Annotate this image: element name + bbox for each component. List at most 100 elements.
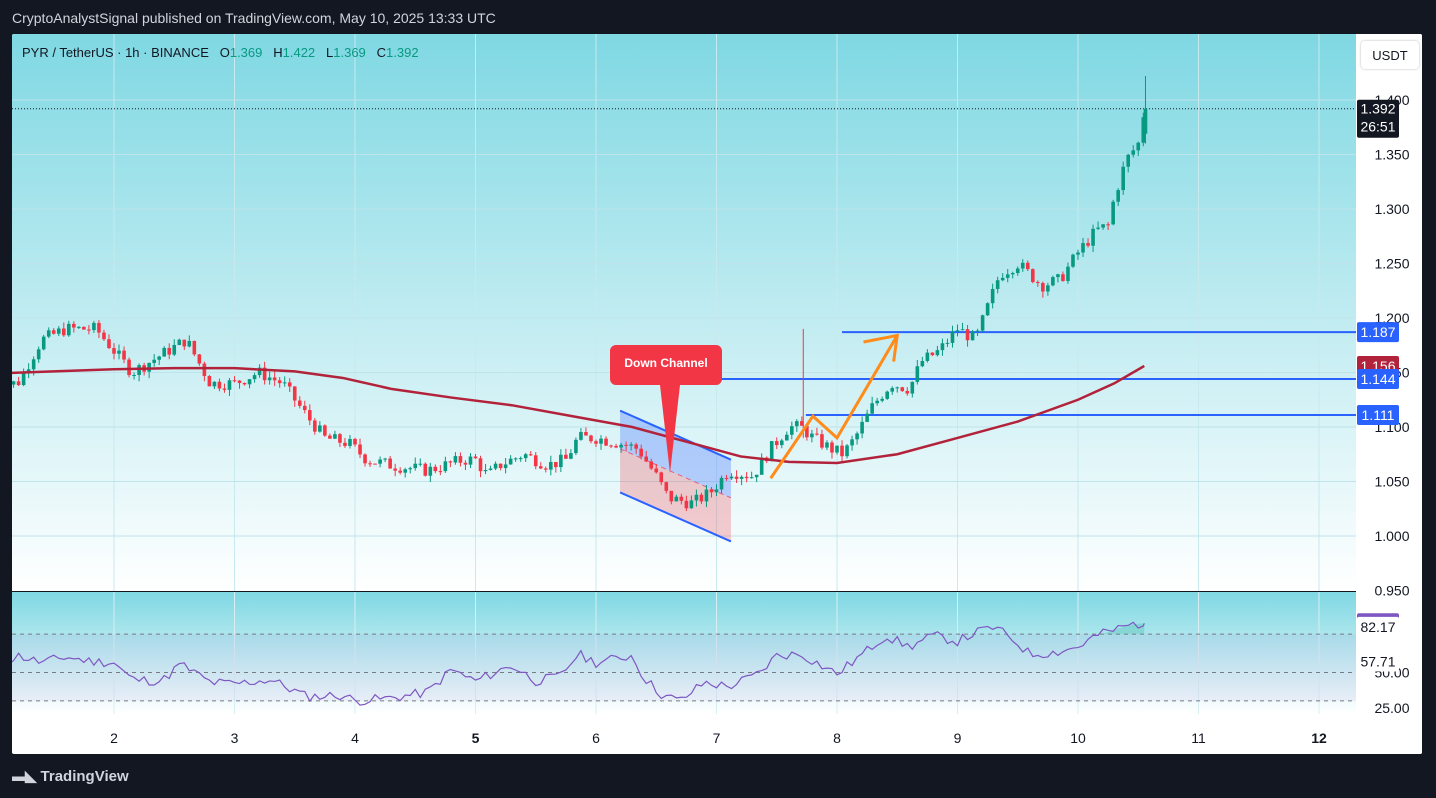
rsi-background-band — [12, 634, 1356, 701]
candle-body — [569, 453, 573, 459]
rsi-level-text: 57.71 — [1360, 654, 1395, 670]
candle-body — [528, 454, 533, 456]
chart-frame[interactable]: Down Channel 2 3 4 5 6 7 8 9 10 11 12 0.950 1.000 1.… — [12, 34, 1422, 754]
candle-body — [72, 323, 76, 328]
candle-body — [815, 433, 819, 435]
candle-body — [56, 328, 61, 334]
candle-body — [187, 340, 192, 347]
main-pane-bg — [12, 34, 1356, 591]
candle-body — [232, 380, 237, 382]
orange-arrowhead — [863, 333, 900, 362]
candle-body — [523, 454, 528, 459]
low-value: 1.369 — [333, 45, 366, 60]
candle-body — [463, 462, 468, 465]
candle-body — [915, 366, 920, 382]
candle-body — [328, 435, 332, 439]
currency-button[interactable]: USDT — [1361, 41, 1419, 69]
candle-body — [634, 444, 638, 449]
candle-body — [127, 359, 131, 376]
candle-body — [21, 371, 26, 386]
candle-body — [82, 326, 86, 330]
candle-body — [589, 435, 593, 442]
down-channel-callout: Down Channel — [610, 345, 722, 473]
candle-body — [518, 458, 523, 460]
candle-body — [684, 500, 689, 509]
candle-body — [1121, 166, 1125, 191]
candle-body — [358, 444, 362, 455]
candle-body — [297, 400, 302, 406]
candle-body — [769, 441, 774, 462]
candle-body — [955, 330, 960, 332]
candle-body — [267, 377, 272, 381]
candle-body — [619, 444, 623, 448]
candle-body — [448, 461, 453, 463]
candle-body — [388, 458, 392, 469]
candle-body — [343, 442, 347, 446]
candle-body — [825, 442, 829, 448]
candle-body — [1000, 277, 1005, 281]
rsi-polyline — [12, 621, 1145, 706]
candle-body — [1005, 274, 1010, 278]
candle-body — [1010, 273, 1015, 275]
candle-body — [157, 356, 161, 360]
price-tag-text: 1.111 — [1362, 407, 1395, 423]
candle-body — [1126, 154, 1131, 167]
x-tick-label: 6 — [592, 730, 600, 746]
y-tick-label: 0.950 — [1374, 583, 1409, 599]
candle-body — [795, 421, 799, 427]
candle-body — [333, 434, 337, 439]
candle-body — [845, 445, 849, 457]
candle-body — [192, 340, 197, 355]
candle-body — [599, 438, 603, 444]
candle-body — [649, 461, 654, 469]
candle-body — [1106, 224, 1110, 226]
candle-body — [1091, 228, 1095, 246]
rsi-tick-label: 25.00 — [1374, 700, 1409, 716]
candle-body — [759, 457, 764, 475]
candle-body — [92, 322, 96, 331]
candle-body — [1061, 274, 1065, 281]
candle-body — [1116, 190, 1120, 202]
candle-body — [1086, 243, 1090, 246]
y-tick-label: 1.050 — [1374, 474, 1409, 490]
candle-body — [197, 354, 202, 364]
candle-body — [835, 445, 839, 453]
callout-balloon — [610, 345, 722, 473]
candle-body — [549, 462, 553, 470]
candle-body — [122, 350, 126, 360]
candle-body — [493, 463, 498, 469]
candle-body — [112, 348, 116, 354]
candle-body — [744, 476, 749, 479]
symbol-name[interactable]: PYR / TetherUS · 1h · BINANCE — [22, 45, 209, 60]
close-label: C — [376, 45, 387, 60]
candle-body — [714, 489, 719, 493]
candle-body — [709, 489, 714, 493]
tradingview-brand[interactable]: ▬◣ TradingView — [12, 767, 129, 786]
candle-body — [674, 496, 679, 502]
candle-body — [554, 462, 558, 468]
candle-body — [222, 388, 227, 390]
y-tick-label: 1.350 — [1374, 147, 1409, 163]
candle-body — [739, 476, 744, 479]
price-tag-text: 1.144 — [1360, 371, 1395, 387]
candle-body — [574, 439, 578, 454]
candle-body — [147, 362, 151, 372]
x-tick-label: 2 — [110, 730, 118, 746]
candle-body — [1015, 268, 1020, 274]
candle-body — [624, 444, 628, 446]
candle-body — [1056, 274, 1060, 278]
candle-body — [975, 330, 980, 332]
candle-body — [137, 365, 141, 376]
open-value: 1.369 — [229, 45, 263, 60]
y-tick-label: 1.300 — [1374, 201, 1409, 217]
candle-body — [875, 400, 879, 404]
candle-body — [152, 359, 156, 363]
candle-body — [985, 303, 990, 316]
candle-body — [408, 468, 413, 470]
grid — [12, 34, 1356, 714]
low-label: L — [326, 45, 334, 60]
level-price-tag — [1357, 322, 1399, 343]
y-tick-label: 1.200 — [1374, 310, 1409, 326]
chart-canvas[interactable]: Down Channel 2 3 4 5 6 7 8 9 10 11 12 0.950 1.000 1.… — [12, 34, 1422, 754]
candle-body — [960, 329, 965, 331]
